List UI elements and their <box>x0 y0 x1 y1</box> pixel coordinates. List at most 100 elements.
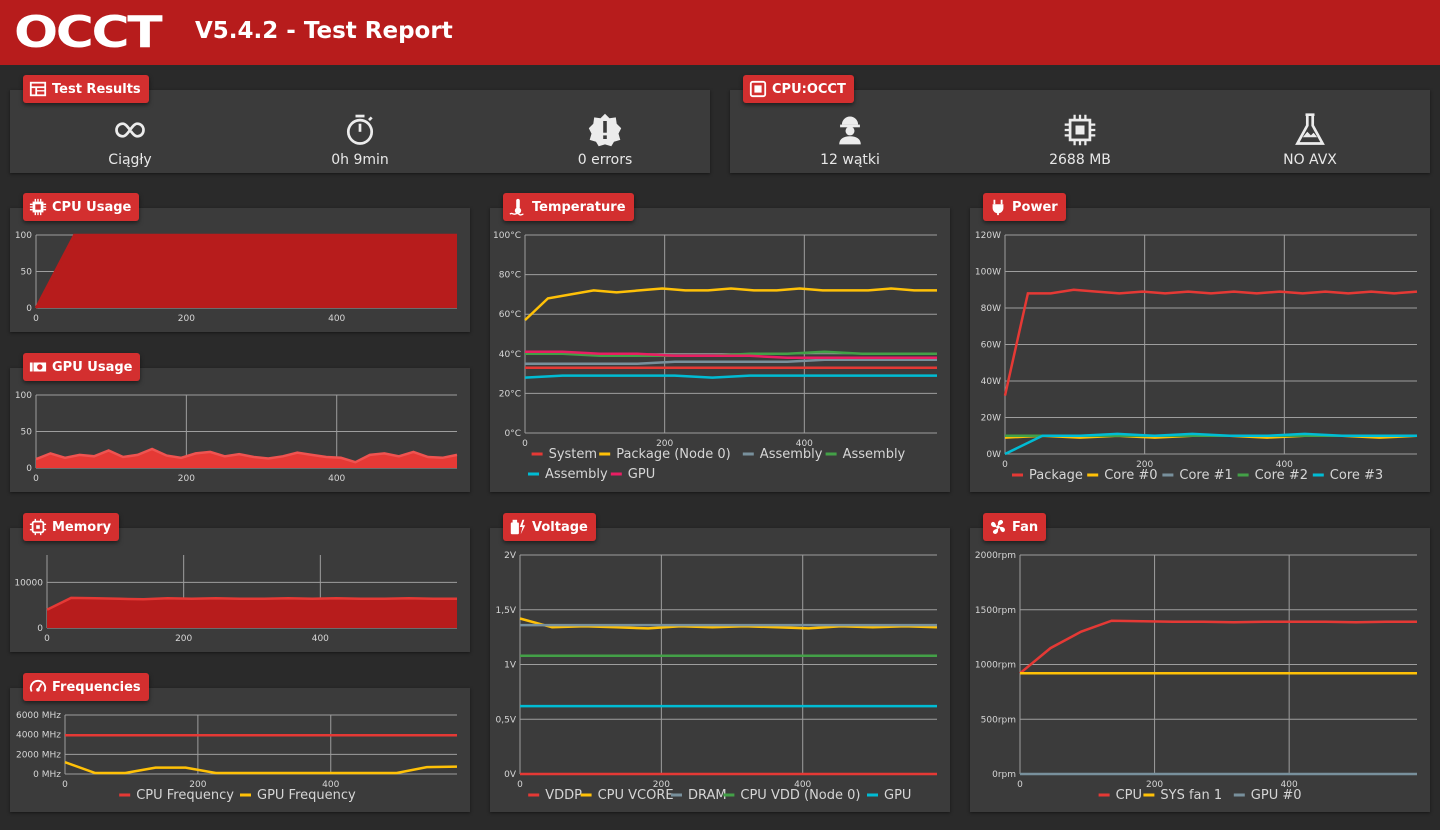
power-panel <box>970 208 1430 492</box>
duration-stat: 0h 9min <box>260 112 460 168</box>
y-tick-label: 0W <box>986 450 1001 460</box>
gpu_usage-series-line <box>35 447 458 464</box>
cpu-series-line <box>1019 619 1417 675</box>
instruction-set-stat: NO AVX <box>1210 112 1410 168</box>
legend-item-cpu-vdd-node-0: CPU VDD (Node 0) <box>723 788 860 803</box>
gpu-frequency-series-line <box>64 761 458 775</box>
x-tick-label: 400 <box>796 439 813 449</box>
x-tick-label: 400 <box>1276 460 1293 470</box>
report-title: V5.4.2 - Test Report <box>195 18 453 44</box>
frequencies-badge-label: Frequencies <box>52 679 141 695</box>
fan-badge-label: Fan <box>1012 519 1039 535</box>
occt-logo: OCCT <box>14 7 163 58</box>
x-tick-label: 400 <box>1281 780 1298 790</box>
memory-series-line <box>46 596 457 611</box>
y-tick-label: 4000 MHz <box>16 731 61 741</box>
y-tick-label: 6000 MHz <box>16 711 61 721</box>
legend-item-assembly: Assembly <box>742 447 823 462</box>
y-tick-label: 50 <box>21 268 33 278</box>
cpu_usage-area <box>36 235 457 308</box>
y-tick-label: 100 <box>15 391 32 401</box>
y-tick-label: 0V <box>504 770 517 780</box>
memory-badge-label: Memory <box>52 519 112 535</box>
test-results-panel: Ciągły 0h 9min 0 errors <box>10 90 710 173</box>
y-tick-label: 120W <box>975 231 1001 241</box>
legend-item-system: System <box>531 447 597 462</box>
worker-icon <box>839 116 861 145</box>
cpu-usage-badge-label: CPU Usage <box>52 199 132 215</box>
cpu-test-badge: CPU:OCCT <box>743 75 854 103</box>
errors-label: 0 errors <box>577 152 633 168</box>
memory-badge: Memory <box>23 513 120 541</box>
x-tick-label: 200 <box>175 634 192 644</box>
legend-label: Core #2 <box>1255 468 1308 483</box>
legend-item-gpu-frequency: GPU Frequency <box>240 788 356 803</box>
temperature-chart: 0°C 20°C 40°C 60°C 80°C 100°C 0 200 400 System Pac… <box>493 231 937 482</box>
memory-panel <box>10 528 470 652</box>
y-tick-label: 60W <box>981 341 1001 351</box>
y-tick-label: 2000rpm <box>975 551 1016 561</box>
y-tick-label: 60°C <box>499 310 521 320</box>
y-tick-label: 100W <box>975 268 1001 278</box>
legend-item-sys-fan-1: SYS fan 1 <box>1143 788 1222 803</box>
legend-item-core-0: Core #0 <box>1087 468 1158 483</box>
y-tick-label: 40W <box>981 377 1001 387</box>
x-tick-label: 0 <box>33 314 39 324</box>
cpu-square-icon <box>749 80 767 98</box>
legend-item-cpu-frequency: CPU Frequency <box>119 788 234 803</box>
stopwatch-icon <box>346 114 374 145</box>
infinity-icon <box>115 122 145 138</box>
temperature-badge: Temperature <box>503 193 634 221</box>
legend-item-cpu: CPU <box>1098 788 1142 803</box>
cpu-icon <box>29 198 47 216</box>
gpu-usage-badge-label: GPU Usage <box>52 359 133 375</box>
legend-label: Core #3 <box>1330 468 1383 483</box>
plug-icon <box>992 199 1004 216</box>
frequencies-badge: Frequencies <box>23 673 149 701</box>
legend-label: GPU #0 <box>1251 788 1302 803</box>
cpu-test-panel: 12 wątki 2688 MB NO AVX <box>730 90 1430 173</box>
legend-item-package-node-0: Package (Node 0) <box>599 447 731 462</box>
fan-chart: 0rpm 500rpm 1000rpm 1500rpm 2000rpm 0 200 400 CP… <box>975 551 1417 803</box>
legend-item-vddp: VDDP <box>528 788 582 803</box>
legend-label: SYS fan 1 <box>1160 788 1222 803</box>
legend-label: DRAM <box>688 788 727 803</box>
fan-badge: Fan <box>983 513 1047 541</box>
y-tick-label: 1000rpm <box>975 661 1016 671</box>
y-tick-label: 2000 MHz <box>16 750 61 760</box>
app-header: OCCT V5.4.2 - Test Report <box>0 0 1440 65</box>
instruction-set-label: NO AVX <box>1283 152 1337 168</box>
legend-label: Core #0 <box>1104 468 1157 483</box>
assembly-series-line <box>525 358 937 365</box>
x-tick-label: 200 <box>656 439 673 449</box>
x-tick-label: 400 <box>794 780 811 790</box>
chip-icon <box>1064 114 1096 146</box>
legend-item-dram: DRAM <box>671 788 727 803</box>
threads-stat: 12 wątki <box>750 112 950 168</box>
legend-item-core-1: Core #1 <box>1162 468 1233 483</box>
thermometer-icon <box>509 198 524 216</box>
y-tick-label: 100 <box>15 231 32 241</box>
y-tick-label: 1500rpm <box>975 606 1016 616</box>
fan-icon <box>991 520 1005 534</box>
y-tick-label: 20°C <box>499 389 521 399</box>
power-chart: 0W 20W 40W 60W 80W 100W 120W 0 200 400 Package Core… <box>975 231 1418 483</box>
gpu-usage-chart: 0 50 100 0 200 400 <box>15 391 458 484</box>
x-tick-label: 0 <box>33 474 39 484</box>
legend-label: Package <box>1029 468 1083 483</box>
legend-item-gpu-0: GPU #0 <box>1233 788 1302 803</box>
voltage-panel <box>490 528 950 812</box>
y-tick-label: 50 <box>21 428 33 438</box>
legend-label: CPU Frequency <box>136 788 234 803</box>
core-3-series-line <box>1004 432 1417 456</box>
x-tick-label: 200 <box>1146 780 1163 790</box>
x-tick-label: 400 <box>328 314 345 324</box>
legend-label: GPU <box>884 788 911 803</box>
legend-item-assembly: Assembly <box>825 447 906 462</box>
frequencies-panel <box>10 688 470 812</box>
legend-item-gpu: GPU <box>867 788 911 803</box>
legend-label: Core #1 <box>1179 468 1232 483</box>
gpu-series-line <box>525 350 937 360</box>
cpu_usage-series-line <box>34 233 457 309</box>
temperature-badge-label: Temperature <box>532 199 626 215</box>
